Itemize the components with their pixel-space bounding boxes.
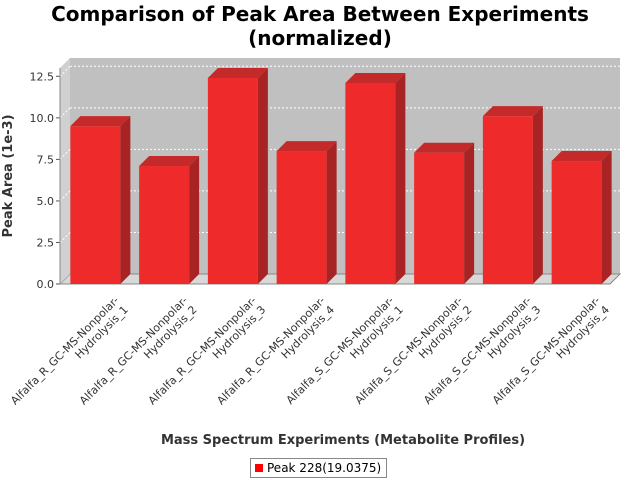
x-tick-label-line: Alfalfa_R_GC-MS-Nonpolar- <box>146 294 259 407</box>
bar-side <box>120 116 131 285</box>
y-tick-label: 10.0 <box>30 112 55 125</box>
y-tick-label: 7.5 <box>37 153 55 166</box>
bar <box>207 77 258 284</box>
legend-label: Peak 228(19.0375) <box>267 461 382 475</box>
x-tick-label-line: Alfalfa_R_GC-MS-Nonpolar- <box>8 294 121 407</box>
bar-side <box>532 106 543 284</box>
bar-top <box>139 156 200 167</box>
bar-top <box>345 72 406 83</box>
y-tick-label: 12.5 <box>30 70 55 83</box>
x-axis-label: Mass Spectrum Experiments (Metabolite Pr… <box>161 433 525 448</box>
bar-top <box>276 141 337 152</box>
y-tick-label: 2.5 <box>37 236 55 249</box>
bar-side <box>326 141 337 284</box>
x-tick-label: Alfalfa_R_GC-MS-Nonpolar-Hydrolysis_1 <box>8 294 131 407</box>
y-axis-label: Peak Area (1e-3) <box>1 114 16 237</box>
chart-title-line-2: (normalized) <box>248 26 392 50</box>
bar-top <box>207 67 268 78</box>
legend-swatch <box>255 464 263 472</box>
bar-side <box>464 142 475 284</box>
bar-side <box>257 67 268 284</box>
x-tick-label-line: Alfalfa_R_GC-MS-Nonpolar- <box>214 294 327 407</box>
bar <box>551 161 602 284</box>
plot-left-wall <box>60 58 70 284</box>
bar-top <box>414 142 475 153</box>
bar <box>345 82 396 284</box>
bar-side <box>395 72 406 284</box>
bar-side <box>189 156 200 284</box>
bar-side <box>601 151 612 284</box>
x-tick-label-line: Alfalfa_R_GC-MS-Nonpolar- <box>77 294 190 407</box>
bar <box>414 152 465 284</box>
bar <box>276 151 327 284</box>
y-tick-label: 5.0 <box>37 195 55 208</box>
bar <box>139 166 190 284</box>
chart-title-line-1: Comparison of Peak Area Between Experime… <box>51 2 589 26</box>
y-tick-label: 0.0 <box>37 278 55 291</box>
chart-title: Comparison of Peak Area Between Experime… <box>0 2 640 50</box>
bar-top <box>482 106 543 117</box>
chart-legend: Peak 228(19.0375) <box>250 458 388 478</box>
bar <box>70 126 121 285</box>
bar-top <box>70 116 131 127</box>
bar <box>482 116 533 284</box>
bar-top <box>551 151 612 162</box>
